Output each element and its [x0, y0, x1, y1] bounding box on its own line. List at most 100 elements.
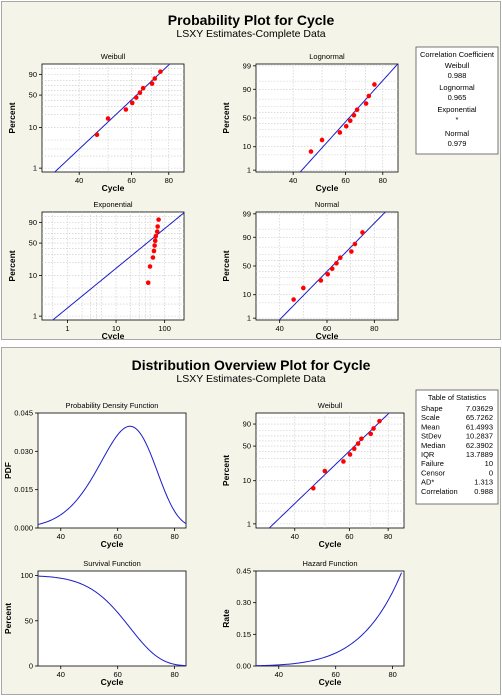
weibull2-y-tick-label: 1 [247, 519, 251, 528]
weibull2-x-tick-label: 60 [345, 532, 353, 541]
weibull-data-point [149, 81, 155, 86]
hazard-x-tick-label: 60 [332, 670, 340, 679]
lognormal-data-point [343, 123, 349, 129]
corr-exponential-value: * [456, 115, 459, 124]
stat-name: Failure [421, 459, 444, 468]
weibull2-x-tick-label: 40 [291, 532, 299, 541]
normal-data-point [301, 285, 306, 291]
hazard-y-tick-label: 0.45 [236, 567, 251, 576]
normal-x-tick-label: 40 [275, 324, 283, 333]
exponential-title: Exponential [93, 200, 133, 209]
weibull2-y-axis-label: Percent [221, 455, 231, 486]
normal-data-point [329, 266, 335, 272]
stat-name: Mean [421, 422, 440, 431]
normal-y-tick-label: 50 [243, 262, 251, 271]
stat-name: StDev [421, 432, 442, 441]
statistics-table-heading: Table of Statistics [428, 393, 487, 402]
exponential-x-tick-label: 10 [112, 324, 120, 333]
survival-curve [37, 575, 187, 667]
weibull2-data-point [368, 431, 374, 437]
distribution-overview-panel: Distribution Overview Plot for Cycle LSX… [1, 347, 501, 695]
lognormal-y-tick-label: 1 [247, 166, 251, 175]
lognormal-data-point [308, 149, 314, 154]
hazard-curve [255, 572, 402, 667]
normal-fit-line [278, 211, 386, 321]
exponential-y-tick-label: 10 [29, 271, 37, 280]
hazard-y-tick-label: 0.30 [236, 598, 251, 607]
lognormal-y-axis-label: Percent [221, 102, 231, 133]
weibull-grid [42, 64, 184, 172]
statistics-table-box: Table of Statistics Shape 7.03629 Scale 65.… [415, 389, 499, 505]
normal-title: Normal [315, 200, 340, 209]
lognormal-data-point [351, 112, 357, 118]
normal-data-point [334, 260, 339, 266]
hazard-x-tick-label: 80 [388, 670, 396, 679]
corr-lognormal-value: 0.965 [448, 93, 467, 102]
weibull2-y-tick-label: 50 [243, 442, 251, 451]
exponential-data-point [150, 255, 156, 260]
survival-x-tick-label: 80 [170, 670, 178, 679]
survival-plot-area [37, 570, 187, 667]
weibull2-data-point [347, 452, 353, 457]
stat-value: 62.3902 [466, 441, 493, 450]
weibull2-x-axis-label: Cycle [319, 539, 342, 549]
lognormal-y-tick-label: 90 [243, 85, 251, 94]
weibull2-title: Weibull [318, 401, 343, 410]
survival-x-tick-label: 60 [114, 670, 122, 679]
survival-plot: Survival Function Cycle Percent 40 60 80 0 50 10… [3, 559, 187, 687]
weibull-y-tick-label: 10 [29, 123, 37, 132]
pdf-x-tick-label: 60 [114, 532, 122, 541]
weibull-data-point [133, 95, 139, 100]
exponential-data-point [154, 229, 160, 234]
corr-exponential-name: Exponential [437, 105, 477, 114]
pdf-x-axis-label: Cycle [101, 539, 124, 549]
normal-data-point [291, 297, 296, 302]
normal-data-point [325, 271, 331, 277]
stat-value: 10.2837 [466, 432, 493, 441]
distribution-overview-title: Distribution Overview Plot for Cycle [132, 357, 371, 373]
stat-name: AD* [421, 478, 434, 487]
weibull2-data-point [371, 426, 376, 431]
exponential-data-point [147, 264, 153, 269]
exponential-y-tick-label: 1 [33, 312, 37, 321]
normal-y-tick-label: 10 [243, 290, 251, 299]
pdf-y-tick-label: 0.000 [14, 524, 33, 533]
corr-weibull-name: Weibull [445, 61, 470, 70]
exponential-x-tick-label: 1 [65, 324, 69, 333]
stat-value: 0.988 [474, 487, 493, 496]
normal-y-axis-label: Percent [221, 250, 231, 281]
weibull-data-point [140, 85, 146, 91]
lognormal-x-tick-label: 60 [341, 176, 349, 185]
lognormal-fit-line [300, 63, 399, 173]
normal-data-point [352, 241, 358, 247]
weibull-data-point [94, 132, 100, 138]
stat-value: 13.7889 [466, 450, 493, 459]
stat-name: Median [421, 441, 446, 450]
hazard-title: Hazard Function [302, 559, 357, 568]
exponential-fit-line [52, 212, 185, 321]
pdf-x-tick-label: 80 [170, 532, 178, 541]
pdf-curve [37, 425, 187, 525]
exponential-plot-area [41, 211, 185, 321]
weibull-x-tick-label: 60 [127, 176, 135, 185]
normal-data-point [349, 249, 354, 254]
stat-name: Scale [421, 413, 440, 422]
weibull2-data-point [355, 441, 361, 446]
weibull2-fit-line [268, 412, 390, 529]
weibull2-data-point [341, 459, 346, 464]
exponential-y-tick-label: 90 [29, 218, 37, 227]
lognormal-data-point [372, 82, 377, 87]
weibull-x-axis-label: Cycle [102, 183, 125, 193]
hazard-y-tick-label: 0.15 [236, 630, 251, 639]
hazard-plot: Hazard Function Cycle Rate 40 60 80 0.00 0.15 0.… [221, 559, 405, 687]
pdf-y-tick-label: 0.045 [14, 409, 33, 418]
weibull-title: Weibull [101, 52, 126, 61]
stat-value: 65.7262 [466, 413, 493, 422]
distribution-overview-svg: Distribution Overview Plot for Cycle LSX… [3, 357, 499, 687]
pdf-x-tick-label: 40 [57, 532, 65, 541]
survival-y-tick-label: 0 [29, 662, 33, 671]
lognormal-x-tick-label: 80 [379, 176, 387, 185]
weibull2-plot-area [255, 412, 405, 529]
normal-y-tick-label: 1 [247, 314, 251, 323]
hazard-plot-area [255, 570, 405, 667]
